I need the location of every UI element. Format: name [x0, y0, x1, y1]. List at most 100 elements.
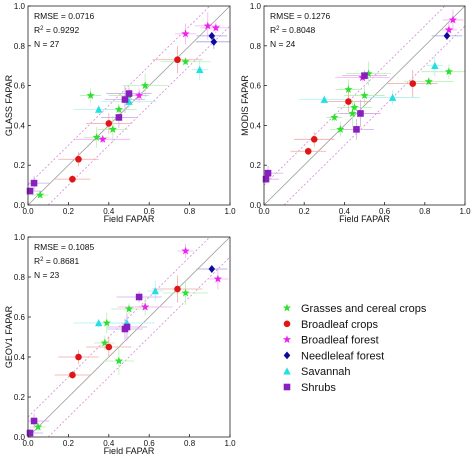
error-bar	[421, 64, 465, 79]
data-point	[181, 57, 190, 66]
x-tick-label: 0.2	[63, 439, 75, 448]
legend-marker	[283, 351, 291, 360]
data-point	[30, 417, 38, 425]
legend-entry: Grasses and cereal crops	[282, 303, 427, 315]
data-point	[100, 338, 109, 347]
upper-band-line	[27, 236, 211, 418]
lower-band-line	[47, 25, 231, 206]
data-point	[320, 95, 328, 103]
stat-r2: R2 = 0.8048	[270, 25, 315, 35]
x-tick-label: 1.0	[459, 207, 471, 216]
x-tick-label: 0.4	[103, 207, 115, 216]
data-point	[181, 246, 190, 255]
stat-n: N = 27	[34, 39, 60, 49]
y-axis-label: GEOV1 FAPAR	[4, 305, 14, 368]
y-tick-label: 0.0	[14, 433, 26, 442]
data-point	[181, 29, 190, 38]
series-needleleaf-forest	[208, 265, 216, 273]
data-point	[114, 356, 123, 365]
data-point	[203, 21, 212, 30]
data-point	[196, 65, 204, 73]
y-tick-label: 0.8	[14, 273, 26, 282]
x-tick-label: 0.6	[379, 207, 391, 216]
series-broadleaf-forest	[141, 246, 222, 311]
series-savannah	[320, 61, 439, 103]
x-tick-label: 1.0	[224, 439, 236, 448]
data-point	[125, 97, 133, 105]
y-tick-label: 0.6	[250, 82, 262, 91]
x-tick-label: 0.8	[184, 207, 196, 216]
data-point	[151, 287, 159, 295]
data-point	[213, 274, 222, 283]
data-point	[210, 37, 218, 46]
data-point	[135, 293, 143, 301]
data-point	[360, 91, 369, 100]
series-shrubs	[262, 72, 368, 183]
legend-label: Broadleaf crops	[301, 319, 379, 331]
legend-label: Savannah	[301, 366, 351, 378]
legend-marker	[283, 320, 291, 328]
data-point	[364, 69, 373, 78]
data-point	[174, 285, 181, 293]
series-broadleaf-crops	[304, 80, 417, 155]
y-tick-label: 1.0	[250, 2, 262, 11]
data-point	[444, 25, 454, 34]
stat-r2: R2 = 0.9292	[34, 25, 79, 35]
data-point	[357, 110, 364, 117]
legend-entry: Broadleaf crops	[283, 319, 379, 331]
legend-label: Grasses and cereal crops	[301, 303, 427, 315]
y-tick-label: 0.2	[14, 393, 26, 402]
x-tick-label: 0.0	[258, 207, 270, 216]
data-point	[98, 135, 107, 143]
y-tick-label: 0.8	[250, 42, 262, 51]
data-point	[124, 304, 134, 313]
data-point	[431, 61, 439, 69]
data-point	[30, 179, 38, 187]
data-point	[211, 23, 220, 32]
y-tick-label: 0.0	[250, 201, 262, 210]
data-point	[95, 319, 103, 327]
legend-label: Shrubs	[301, 382, 336, 394]
x-tick-label: 1.0	[224, 207, 236, 216]
y-tick-label: 1.0	[14, 233, 26, 242]
data-point	[86, 91, 95, 100]
series-grasses-and-cereal-crops	[36, 57, 190, 199]
data-point	[95, 105, 103, 113]
series-shrubs	[26, 90, 133, 195]
series-needleleaf-forest	[443, 31, 451, 40]
scatter-panel-2: 0.0 0.2 0.4 0.6 0.8 1.0 0.0 0.2 0.4 0.6 0.8 1.0 Fiel…	[240, 2, 471, 224]
series-broadleaf-crops	[69, 285, 181, 379]
x-axis-label: Field FAPAR	[339, 214, 390, 224]
y-tick-label: 0.6	[14, 82, 26, 91]
lower-band-line	[47, 256, 231, 438]
x-tick-label: 0.0	[22, 207, 34, 216]
stat-n: N = 24	[270, 39, 296, 49]
y-axis-label: GLASS FAPAR	[4, 74, 14, 136]
x-tick-label: 0.8	[184, 439, 196, 448]
upper-band-line	[27, 5, 211, 186]
y-tick-label: 0.6	[14, 313, 26, 322]
data-point	[336, 125, 345, 133]
upper-band-line	[263, 5, 446, 186]
stat-n: N = 23	[34, 270, 60, 280]
plot-frame	[27, 236, 231, 438]
data-point	[102, 318, 111, 327]
data-point	[125, 90, 133, 97]
data-point	[108, 125, 117, 133]
data-point	[264, 169, 272, 177]
data-point	[208, 265, 216, 273]
data-point	[181, 288, 190, 297]
data-point	[353, 126, 360, 133]
legend-marker	[283, 383, 291, 391]
lower-band-line	[283, 25, 466, 206]
one-to-one-line	[263, 5, 466, 206]
legend-label: Needleleaf forest	[301, 350, 384, 362]
x-tick-label: 0.4	[103, 439, 115, 448]
x-axis-label: Field FAPAR	[104, 214, 155, 224]
data-point	[105, 343, 113, 351]
data-point	[444, 67, 454, 76]
legend-entry: Broadleaf forest	[282, 335, 379, 347]
data-point	[141, 81, 150, 90]
x-tick-label: 0.8	[419, 207, 431, 216]
